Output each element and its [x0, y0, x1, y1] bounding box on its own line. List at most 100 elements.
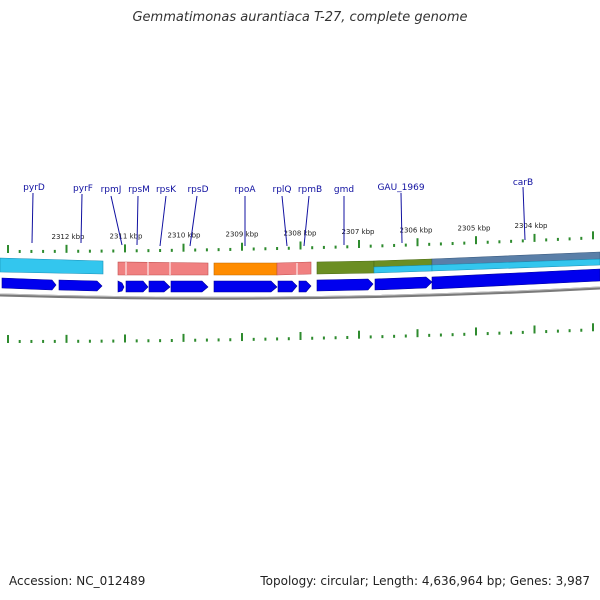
cds-arrow[interactable]: [1, 277, 57, 291]
minor-tick: [276, 247, 279, 251]
gene-label-rpmj[interactable]: rpmJ: [101, 185, 122, 195]
minor-tick: [252, 247, 255, 251]
kbp-label: 2304 kbp: [515, 222, 549, 230]
cds-arrow[interactable]: [148, 280, 171, 293]
major-tick: [124, 334, 126, 343]
cds-arrow[interactable]: [58, 279, 103, 292]
feature-olive-block[interactable]: [316, 260, 375, 275]
minor-tick: [393, 243, 396, 247]
cds-arrow[interactable]: [298, 280, 312, 293]
feature-cyan-right[interactable]: [431, 258, 600, 272]
minor-tick: [217, 248, 220, 252]
feature-steel-upper[interactable]: [431, 251, 600, 266]
major-tick: [533, 233, 536, 242]
minor-tick: [463, 241, 466, 245]
minor-tick: [205, 338, 208, 342]
minor-tick: [369, 335, 372, 339]
minor-tick: [346, 245, 349, 249]
major-tick: [299, 331, 302, 340]
gene-label-rpoa[interactable]: rpoA: [234, 185, 256, 195]
minor-tick: [30, 339, 33, 343]
minor-tick: [439, 242, 442, 246]
minor-tick: [30, 249, 33, 253]
genome-backbone-highlight: [0, 286, 600, 298]
minor-tick: [147, 249, 150, 253]
kbp-label: 2308 kbp: [284, 230, 318, 238]
minor-tick: [18, 249, 21, 253]
minor-tick: [18, 339, 21, 343]
gene-label-pyrf[interactable]: pyrF: [73, 184, 93, 194]
cds-arrow[interactable]: [277, 280, 298, 293]
minor-tick: [217, 338, 220, 342]
minor-tick: [264, 247, 267, 251]
minor-tick: [463, 332, 466, 336]
minor-tick: [428, 242, 431, 246]
minor-tick: [287, 337, 290, 341]
gene-label-gmd[interactable]: gmd: [334, 185, 354, 195]
minor-tick: [404, 334, 407, 338]
gene-label-rpmb[interactable]: rpmB: [298, 185, 322, 195]
gene-label-carb[interactable]: carB: [513, 178, 533, 188]
minor-tick: [311, 336, 314, 340]
genome-summary: Topology: circular; Length: 4,636,964 bp…: [260, 574, 590, 588]
minor-tick: [264, 337, 267, 341]
gene-label-rpsk[interactable]: rpsK: [156, 185, 177, 195]
cds-arrow[interactable]: [170, 280, 209, 293]
major-tick: [592, 323, 594, 332]
cds-arrow[interactable]: [117, 280, 125, 293]
tick-row-bottom: [7, 323, 594, 343]
minor-tick: [229, 247, 232, 251]
minor-tick: [428, 333, 431, 337]
minor-tick: [322, 336, 325, 340]
gene-label-rpsm[interactable]: rpsM: [128, 185, 150, 195]
leader-line: [522, 186, 526, 241]
kbp-label: 2311 kbp: [110, 232, 144, 240]
cds-arrow[interactable]: [125, 280, 149, 293]
minor-tick: [381, 244, 384, 248]
minor-tick: [486, 240, 489, 244]
minor-tick: [369, 244, 372, 248]
feature-orange-block[interactable]: [213, 262, 278, 276]
minor-tick: [194, 338, 197, 342]
cds-arrow[interactable]: [316, 278, 374, 292]
minor-tick: [252, 337, 255, 341]
major-tick: [182, 333, 185, 342]
minor-tick: [100, 339, 103, 343]
feature-pink-block[interactable]: [117, 261, 209, 276]
leader-line: [110, 195, 123, 246]
gene-label-pyrd[interactable]: pyrD: [23, 183, 45, 193]
cds-arrow[interactable]: [213, 280, 278, 293]
minor-tick: [510, 331, 513, 335]
kbp-label: 2312 kbp: [52, 233, 86, 241]
minor-tick: [170, 339, 173, 343]
gene-label-rpsd[interactable]: rpsD: [187, 185, 208, 195]
minor-tick: [451, 333, 454, 337]
minor-tick: [568, 329, 571, 333]
minor-tick: [451, 242, 454, 246]
cds-track: [1, 268, 600, 293]
minor-tick: [170, 248, 173, 252]
genome-backbone: [0, 286, 600, 300]
feature-band: [0, 251, 600, 276]
minor-tick: [77, 339, 80, 343]
gene-label-gau-1969[interactable]: GAU_1969: [377, 183, 424, 193]
cds-arrow[interactable]: [374, 276, 433, 291]
gene-text-layer: pyrD pyrF rpmJ rpsM rpsK rpsD rpoA rplQ rpmB gmd G…: [23, 178, 533, 195]
kbp-label: 2310 kbp: [168, 232, 202, 240]
leader-line: [189, 195, 198, 247]
minor-tick: [580, 236, 583, 240]
major-tick: [475, 236, 477, 245]
minor-tick: [100, 249, 103, 253]
minor-tick: [135, 339, 138, 343]
minor-tick: [322, 245, 325, 249]
feature-cyan-left[interactable]: [0, 257, 104, 275]
minor-tick: [556, 329, 559, 333]
minor-tick: [498, 331, 501, 335]
major-tick: [358, 330, 360, 339]
minor-tick: [510, 239, 513, 243]
major-tick: [7, 334, 9, 343]
feature-pink-block-2[interactable]: [276, 261, 312, 276]
cds-arrow[interactable]: [431, 268, 600, 290]
minor-tick: [545, 330, 548, 334]
gene-label-rplq[interactable]: rplQ: [273, 185, 292, 195]
